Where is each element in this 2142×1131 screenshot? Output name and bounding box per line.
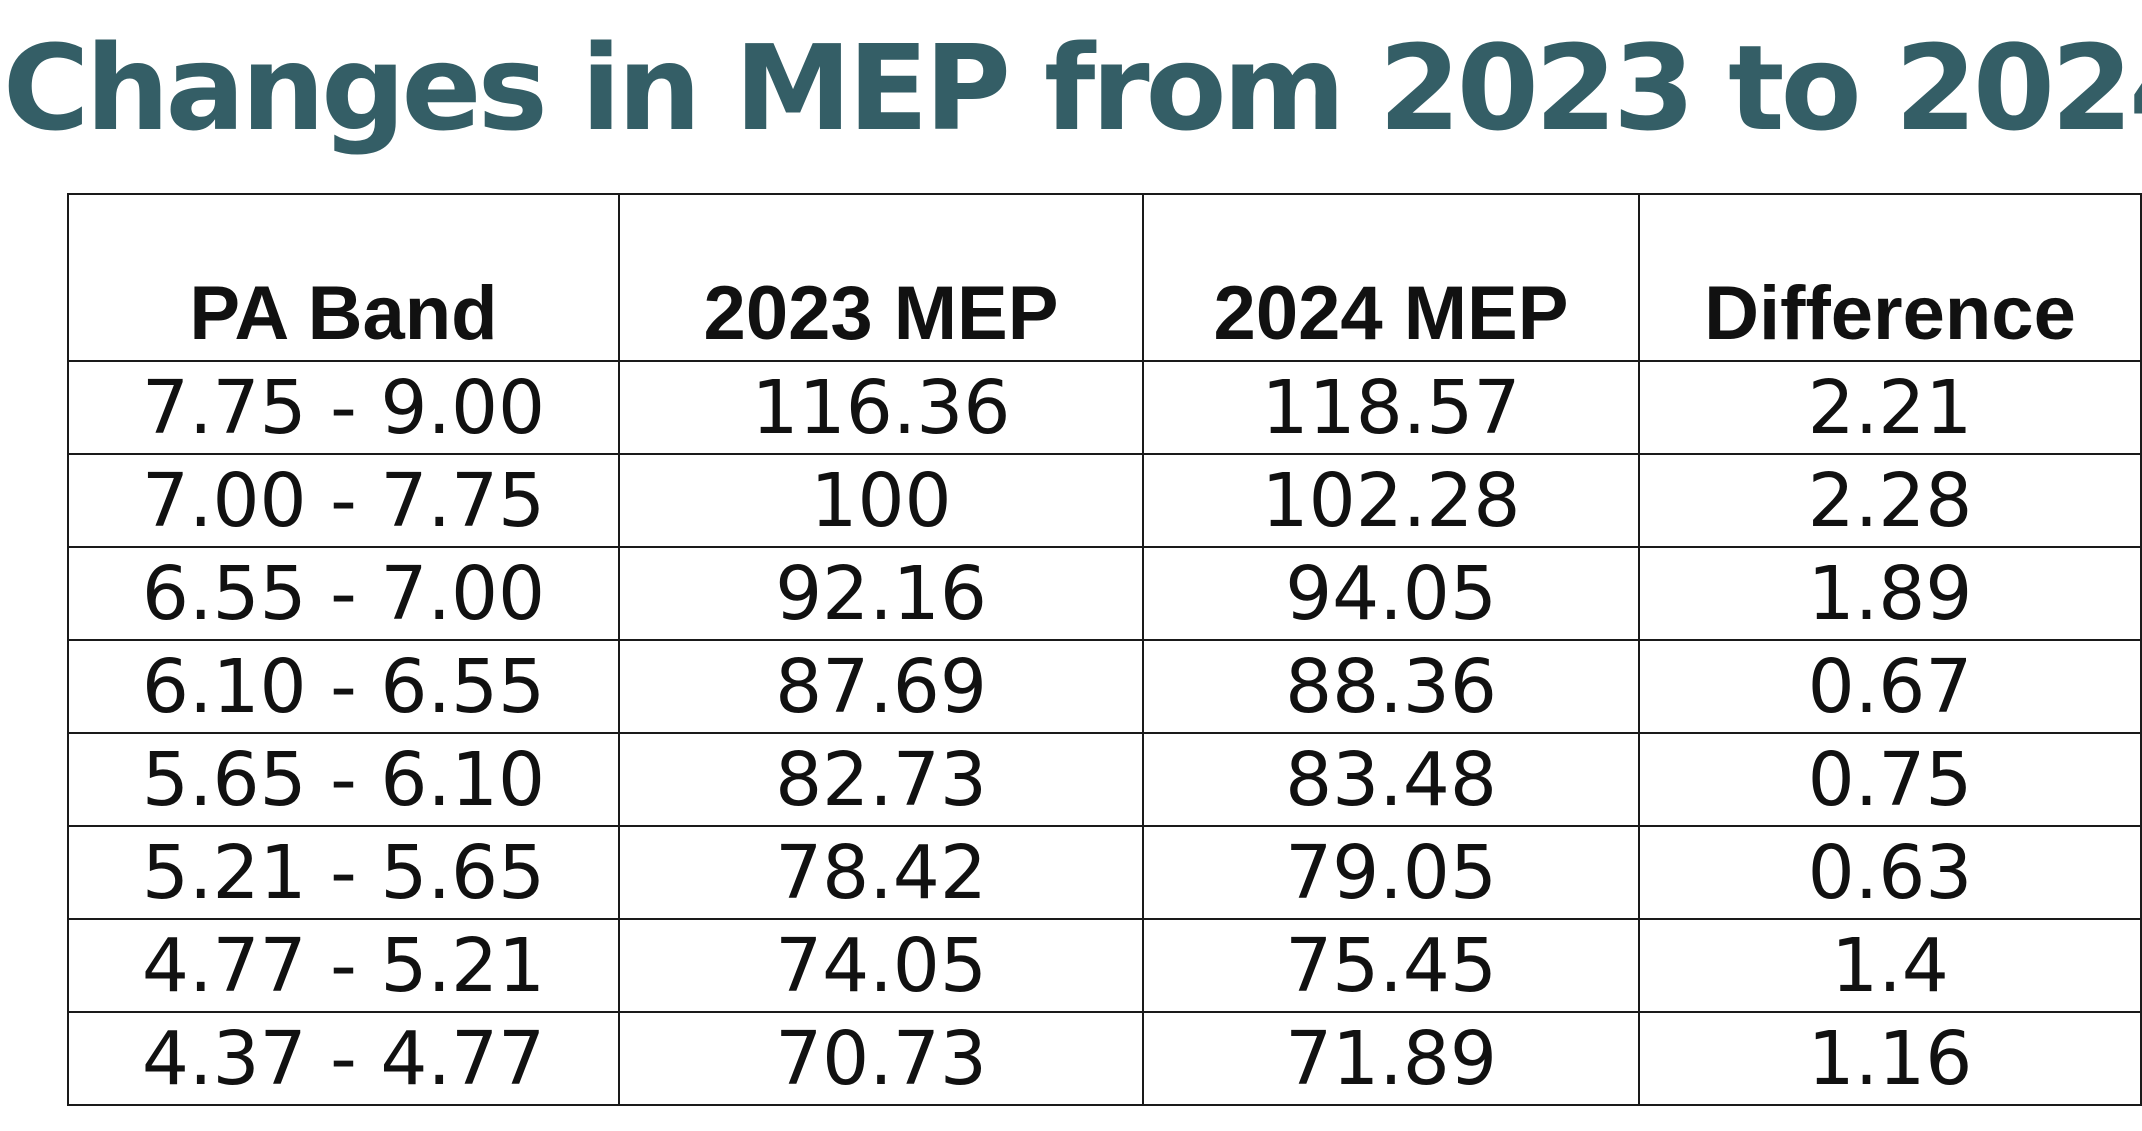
page-title: Changes in MEP from 2023 to 2024 — [2, 19, 2142, 157]
table-row: 5.21 - 5.65 78.42 79.05 0.63 — [67, 825, 2142, 920]
cell-2023-mep: 100 — [618, 453, 1144, 548]
cell-pa-band: 4.37 - 4.77 — [67, 1011, 620, 1106]
cell-2024-mep: 118.57 — [1142, 360, 1640, 455]
mep-table: PA Band 2023 MEP 2024 MEP Difference 7.7… — [67, 193, 2142, 1106]
cell-difference: 1.4 — [1638, 918, 2142, 1013]
table-row: 4.37 - 4.77 70.73 71.89 1.16 — [67, 1011, 2142, 1106]
cell-2024-mep: 75.45 — [1142, 918, 1640, 1013]
cell-pa-band: 7.75 - 9.00 — [67, 360, 620, 455]
cell-2024-mep: 83.48 — [1142, 732, 1640, 827]
cell-pa-band: 6.55 - 7.00 — [67, 546, 620, 641]
cell-2023-mep: 82.73 — [618, 732, 1144, 827]
cell-2023-mep: 87.69 — [618, 639, 1144, 734]
table-row: 6.10 - 6.55 87.69 88.36 0.67 — [67, 639, 2142, 734]
cell-pa-band: 4.77 - 5.21 — [67, 918, 620, 1013]
cell-2023-mep: 92.16 — [618, 546, 1144, 641]
header-2023-mep: 2023 MEP — [618, 193, 1144, 362]
table-row: 6.55 - 7.00 92.16 94.05 1.89 — [67, 546, 2142, 641]
cell-2023-mep: 70.73 — [618, 1011, 1144, 1106]
cell-pa-band: 7.00 - 7.75 — [67, 453, 620, 548]
cell-2023-mep: 116.36 — [618, 360, 1144, 455]
header-row: PA Band 2023 MEP 2024 MEP Difference — [67, 193, 2142, 362]
cell-2024-mep: 79.05 — [1142, 825, 1640, 920]
cell-pa-band: 5.65 - 6.10 — [67, 732, 620, 827]
table-row: 7.00 - 7.75 100 102.28 2.28 — [67, 453, 2142, 548]
cell-difference: 0.67 — [1638, 639, 2142, 734]
table-row: 4.77 - 5.21 74.05 75.45 1.4 — [67, 918, 2142, 1013]
cell-2024-mep: 94.05 — [1142, 546, 1640, 641]
cell-2024-mep: 71.89 — [1142, 1011, 1640, 1106]
cell-difference: 1.16 — [1638, 1011, 2142, 1106]
cell-2024-mep: 88.36 — [1142, 639, 1640, 734]
cell-pa-band: 5.21 - 5.65 — [67, 825, 620, 920]
cell-2023-mep: 78.42 — [618, 825, 1144, 920]
cell-difference: 2.28 — [1638, 453, 2142, 548]
table-row: 5.65 - 6.10 82.73 83.48 0.75 — [67, 732, 2142, 827]
cell-difference: 0.63 — [1638, 825, 2142, 920]
cell-difference: 1.89 — [1638, 546, 2142, 641]
header-2024-mep: 2024 MEP — [1142, 193, 1640, 362]
header-pa-band: PA Band — [67, 193, 620, 362]
cell-difference: 2.21 — [1638, 360, 2142, 455]
cell-2024-mep: 102.28 — [1142, 453, 1640, 548]
header-difference: Difference — [1638, 193, 2142, 362]
cell-pa-band: 6.10 - 6.55 — [67, 639, 620, 734]
cell-2023-mep: 74.05 — [618, 918, 1144, 1013]
table-row: 7.75 - 9.00 116.36 118.57 2.21 — [67, 360, 2142, 455]
cell-difference: 0.75 — [1638, 732, 2142, 827]
